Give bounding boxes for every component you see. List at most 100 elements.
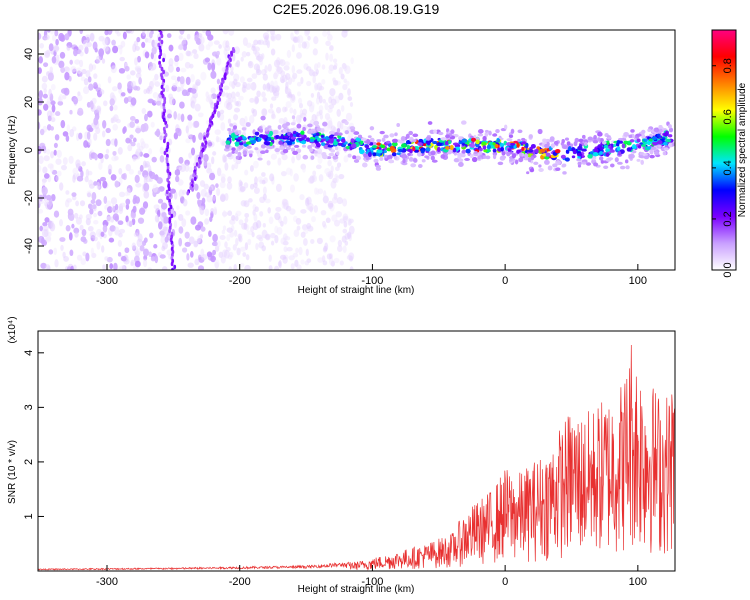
noise-cell: [206, 167, 213, 174]
signal-cell: [296, 123, 302, 129]
signal-cell: [658, 144, 662, 148]
colorbar-ticks: 0.0 0.2 0.4 0.6 0.8: [712, 58, 734, 278]
noise-cell: [223, 85, 230, 91]
signal-cell: [359, 140, 364, 144]
signal-cell: [335, 151, 340, 156]
noise-cell: [125, 137, 131, 144]
signal-cell: [632, 150, 637, 154]
signal-cell: [292, 130, 297, 135]
signal-cell: [492, 148, 497, 153]
noise-cell: [221, 67, 226, 72]
signal-cell: [238, 144, 244, 150]
signal-cell: [619, 165, 626, 170]
noise-cell: [43, 201, 48, 207]
signal-cell: [614, 157, 619, 163]
signal-cell: [300, 130, 305, 135]
signal-cell: [401, 154, 408, 160]
noise-cell: [162, 226, 168, 232]
noise-cell: [126, 74, 131, 80]
colorbar-tick-label: 0.6: [722, 109, 734, 124]
noise-cell: [222, 30, 229, 35]
noise-cell: [343, 64, 348, 72]
signal-cell: [283, 135, 289, 139]
noise-cell: [295, 153, 302, 161]
noise-cell: [338, 92, 344, 101]
noise-cell: [188, 152, 192, 159]
noise-cell: [193, 53, 199, 60]
signal-cell: [309, 138, 314, 143]
signal-cell: [367, 135, 372, 139]
noise-cell: [174, 169, 181, 176]
signal-cell: [478, 147, 483, 152]
noise-cell: [223, 249, 230, 259]
signal-cell: [321, 154, 328, 160]
noise-cell: [104, 153, 109, 160]
noise-cell: [113, 114, 119, 122]
noise-cell: [75, 200, 80, 207]
noise-cell: [343, 221, 348, 228]
noise-cell: [277, 157, 282, 166]
signal-cell: [528, 134, 533, 139]
noise-cell: [134, 65, 142, 71]
noise-cell: [39, 128, 45, 136]
noise-cell: [212, 249, 217, 256]
noise-cell: [296, 36, 300, 43]
signal-cell: [410, 163, 417, 168]
noise-cell: [295, 114, 302, 124]
noise-cell: [38, 67, 42, 74]
heatmap-cells: [38, 30, 675, 270]
noise-cell: [141, 41, 146, 49]
noise-cell: [264, 34, 270, 41]
noise-cell: [284, 236, 291, 241]
signal-cell: [506, 151, 511, 157]
signal-cell: [388, 158, 393, 164]
noise-cell: [238, 179, 243, 188]
noise-cell: [280, 78, 285, 84]
signal-cell: [414, 149, 419, 153]
noise-cell: [322, 247, 328, 253]
noise-cell: [345, 112, 353, 122]
signal-cell: [517, 129, 523, 134]
noise-cell: [96, 105, 102, 113]
x-tick-label: -300: [96, 275, 118, 287]
noise-cell: [102, 264, 106, 270]
noise-cell: [211, 241, 219, 247]
noise-cell: [191, 102, 196, 110]
noise-cell: [77, 107, 84, 116]
signal-cell: [667, 134, 673, 138]
noise-cell: [175, 66, 181, 73]
signal-cell: [421, 159, 426, 163]
noise-cell: [190, 147, 196, 156]
noise-cell: [143, 153, 150, 158]
signal-cell: [545, 152, 551, 157]
noise-cell: [281, 154, 288, 161]
noise-cell: [154, 214, 160, 223]
signal-cell: [610, 163, 615, 168]
signal-cell: [516, 142, 520, 148]
signal-cell: [228, 152, 233, 156]
noise-cell: [326, 253, 332, 260]
signal-cell: [405, 133, 410, 139]
signal-cell: [617, 137, 624, 141]
noise-cell: [337, 239, 343, 247]
noise-cell: [268, 254, 272, 262]
noise-cell: [251, 231, 255, 238]
noise-cell: [233, 263, 237, 270]
noise-cell: [198, 132, 203, 141]
noise-cell: [110, 65, 117, 74]
noise-cell: [158, 221, 163, 230]
signal-cell: [629, 153, 635, 159]
noise-cell: [225, 92, 229, 98]
noise-cell: [182, 43, 187, 51]
noise-cell: [330, 165, 334, 173]
streak-cell: [192, 173, 196, 178]
noise-cell: [84, 46, 89, 55]
signal-cell: [350, 129, 356, 133]
snr-x-label: Height of straight line (km): [298, 584, 415, 595]
signal-cell: [387, 154, 393, 160]
noise-cell: [258, 236, 264, 242]
streak-cell: [193, 176, 197, 181]
noise-cell: [152, 184, 158, 193]
signal-cell: [332, 155, 339, 160]
noise-cell: [207, 62, 212, 71]
